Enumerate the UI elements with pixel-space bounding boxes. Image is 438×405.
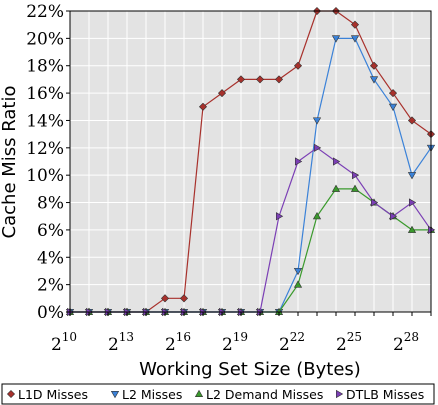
y-axis-ticks: 0% 2% 4% 6% 8% 10% 12% 14% 16% 18% 20% 22% bbox=[26, 2, 70, 323]
x-axis-ticks: 210 213 216 219 222 225 228 bbox=[51, 312, 432, 355]
data-point-l1d-misses bbox=[388, 89, 398, 98]
data-point-l2-misses bbox=[293, 267, 303, 276]
x-tick-label: 222 bbox=[279, 330, 305, 355]
data-point-l2-demand-misses bbox=[407, 225, 417, 233]
data-point-dtlb-misses bbox=[408, 198, 417, 207]
data-point-l2-demand-misses bbox=[293, 280, 303, 288]
data-point-l2-misses bbox=[407, 172, 417, 180]
y-tick-label: 22% bbox=[26, 2, 64, 22]
data-point-l1d-misses bbox=[217, 89, 227, 98]
x-tick-label: 219 bbox=[222, 330, 248, 355]
x-tick-label: 210 bbox=[51, 330, 77, 355]
y-tick-label: 12% bbox=[26, 139, 64, 159]
data-point-dtlb-misses bbox=[294, 157, 303, 166]
x-tick-label: 228 bbox=[393, 330, 419, 355]
data-point-l1d-misses bbox=[369, 61, 379, 70]
y-tick-label: 18% bbox=[26, 57, 64, 77]
legend-label-l2-demand-misses: L2 Demand Misses bbox=[206, 387, 323, 402]
data-point-l1d-misses bbox=[198, 102, 208, 111]
data-point-l1d-misses bbox=[160, 294, 170, 303]
legend-marker-dtlb-misses bbox=[335, 389, 344, 399]
data-point-l1d-misses bbox=[179, 294, 189, 303]
data-point-l2-misses bbox=[369, 76, 379, 84]
plot-frame bbox=[69, 10, 432, 313]
y-tick-label: 8% bbox=[37, 194, 64, 214]
y-axis-title: Cache Miss Ratio bbox=[0, 86, 20, 239]
y-tick-label: 14% bbox=[26, 111, 64, 131]
data-point-l2-demand-misses bbox=[331, 184, 341, 192]
data-point-dtlb-misses bbox=[275, 212, 284, 221]
data-point-dtlb-misses bbox=[370, 198, 379, 207]
data-point-l2-misses bbox=[350, 35, 360, 43]
legend-box bbox=[1, 383, 435, 405]
x-axis-title: Working Set Size (Bytes) bbox=[139, 359, 361, 380]
y-tick-label: 2% bbox=[37, 276, 64, 296]
x-tick-label: 216 bbox=[165, 330, 191, 355]
data-point-l1d-misses bbox=[407, 116, 417, 125]
legend-marker-l2-demand-misses bbox=[194, 389, 204, 398]
data-point-l1d-misses bbox=[236, 75, 246, 84]
data-point-l1d-misses bbox=[350, 20, 360, 29]
x-tick-label: 213 bbox=[108, 330, 134, 355]
legend-marker-l1d-misses bbox=[6, 389, 16, 399]
y-tick-label: 4% bbox=[37, 248, 64, 268]
data-point-l2-misses bbox=[331, 35, 341, 43]
legend-marker-l2-misses bbox=[110, 390, 120, 399]
y-tick-label: 6% bbox=[37, 221, 64, 241]
data-point-dtlb-misses bbox=[389, 212, 398, 221]
legend-label-l2-misses: L2 Misses bbox=[122, 387, 182, 402]
plot-background bbox=[70, 11, 431, 312]
y-tick-label: 10% bbox=[26, 166, 64, 186]
legend: L1D Misses L2 Misses L2 Demand Misses DTLB … bbox=[6, 387, 424, 402]
data-point-l2-demand-misses bbox=[350, 184, 360, 192]
legend-label-l1d-misses: L1D Misses bbox=[18, 387, 88, 402]
legend-label-dtlb-misses: DTLB Misses bbox=[346, 387, 424, 402]
x-tick-label: 225 bbox=[336, 330, 362, 355]
y-tick-label: 20% bbox=[26, 29, 64, 49]
data-point-dtlb-misses bbox=[313, 143, 322, 152]
data-point-dtlb-misses bbox=[351, 171, 360, 180]
data-point-dtlb-misses bbox=[332, 157, 341, 166]
data-point-l1d-misses bbox=[274, 75, 284, 84]
data-point-l2-misses bbox=[312, 117, 322, 125]
data-point-l1d-misses bbox=[255, 75, 265, 84]
data-point-l2-demand-misses bbox=[312, 212, 322, 220]
y-tick-label: 16% bbox=[26, 84, 64, 104]
data-point-l2-misses bbox=[388, 103, 398, 111]
y-tick-label: 0% bbox=[37, 303, 64, 323]
data-point-l1d-misses bbox=[293, 61, 303, 70]
